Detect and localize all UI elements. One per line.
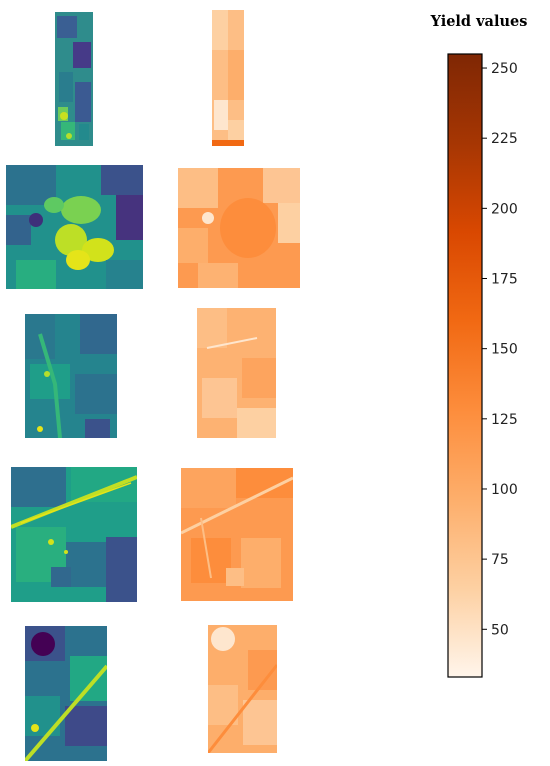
colorbar-tick-label: 100 [491, 482, 518, 498]
input-image-panel-2 [6, 165, 143, 289]
colorbar-tick-label: 250 [491, 61, 518, 77]
colorbar-tick-label: 200 [491, 201, 518, 217]
colorbar-tick-label: 225 [491, 131, 518, 147]
yield-map-panel-5 [208, 625, 277, 753]
yield-map-panel-3 [197, 308, 276, 438]
colorbar-ticks: 50 75 100 125 150 175 200 225 250 [482, 61, 518, 638]
input-image-panel-3 [25, 314, 117, 438]
colorbar-tick-label: 75 [491, 552, 509, 568]
yield-map-panel-4 [181, 468, 293, 601]
colorbar-gradient [447, 53, 483, 678]
yield-map-panel-1 [212, 10, 244, 146]
colorbar-tick-label: 125 [491, 412, 518, 428]
colorbar-title: Yield values [430, 13, 528, 30]
colorbar-tick-label: 150 [491, 342, 518, 358]
input-image-panel-1 [55, 12, 93, 146]
yield-map-panel-2 [178, 168, 300, 288]
input-image-panel-5 [25, 626, 107, 761]
input-image-panel-4 [11, 467, 137, 602]
colorbar-tick-label: 50 [491, 622, 509, 638]
colorbar-tick-label: 175 [491, 272, 518, 288]
colorbar: 50 75 100 125 150 175 200 225 250 [447, 53, 518, 678]
